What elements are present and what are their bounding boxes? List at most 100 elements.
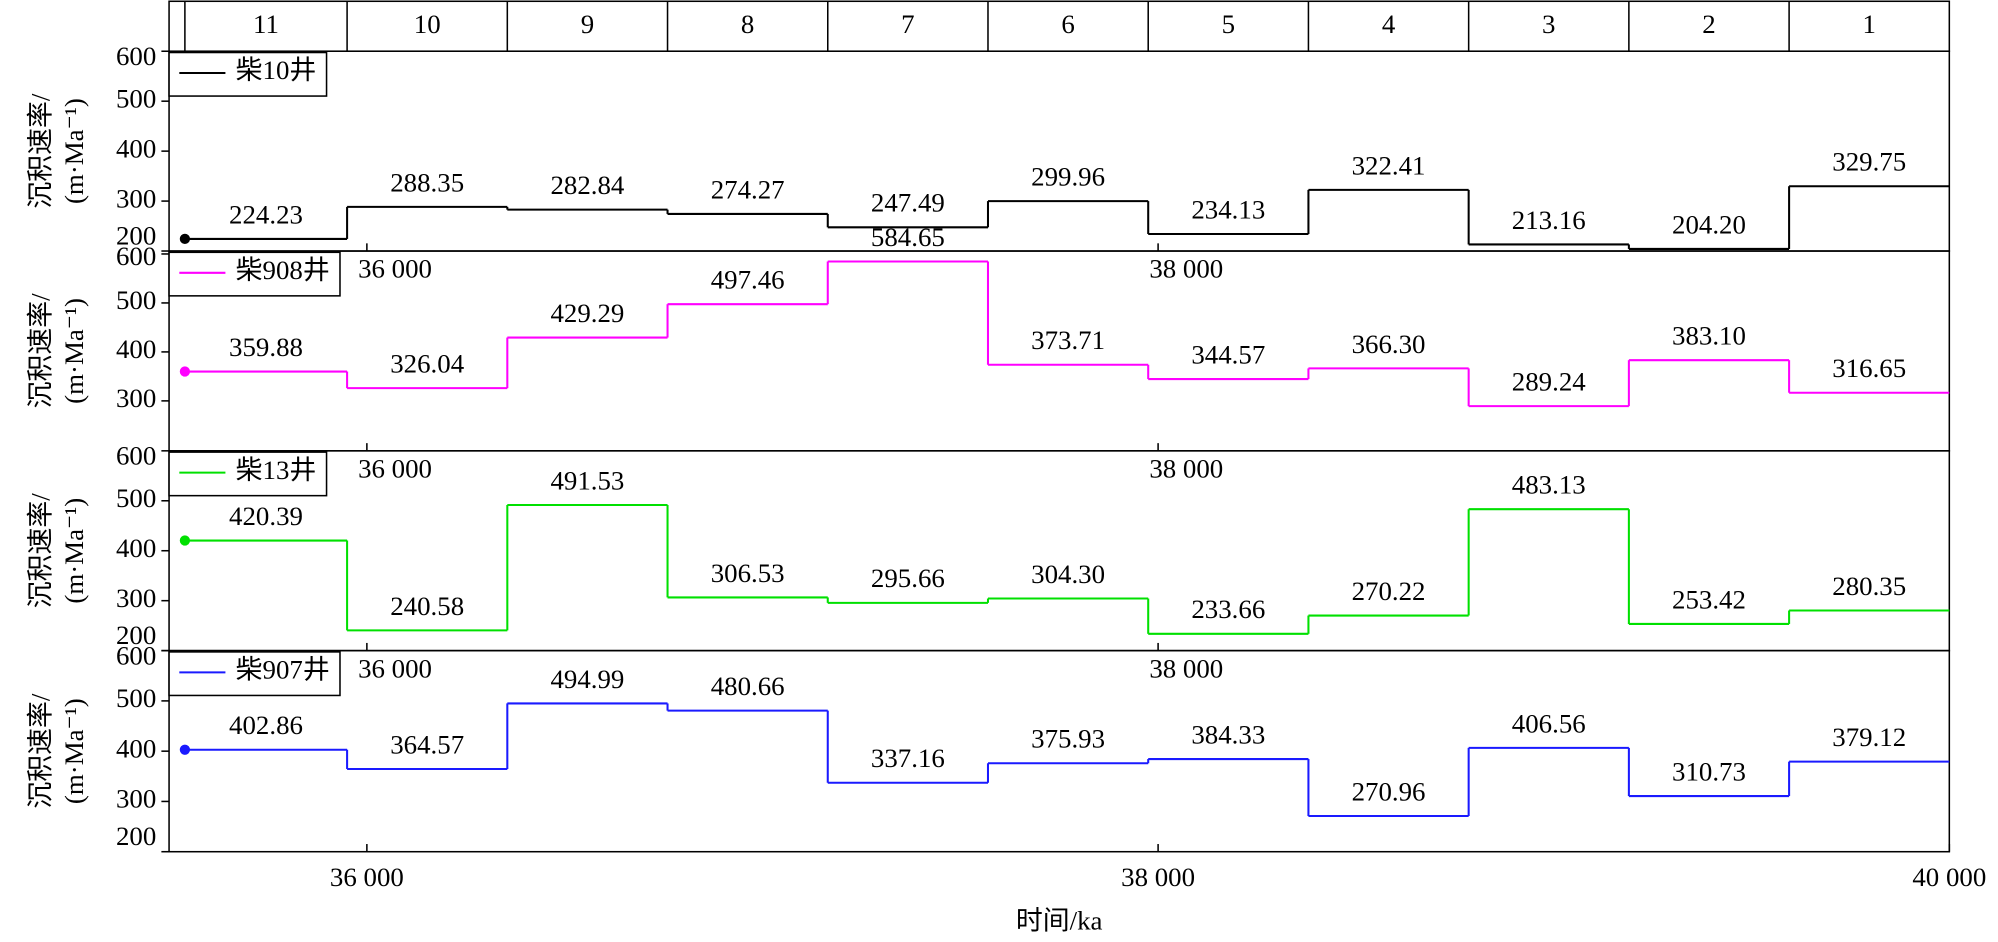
y-tick-label: 400 (116, 733, 156, 763)
value-label: 304.30 (1031, 559, 1105, 589)
zone-label: 7 (901, 9, 914, 39)
legend-label: 柴10井 (236, 55, 317, 85)
value-label: 240.58 (390, 591, 464, 621)
value-label: 204.20 (1672, 209, 1746, 239)
y-axis-title: (m·Ma⁻¹) (59, 498, 89, 604)
y-axis-title: (m·Ma⁻¹) (59, 698, 89, 804)
value-label: 295.66 (871, 563, 945, 593)
x-tick-label: 38 000 (1149, 653, 1223, 683)
legend: 柴907井 (168, 651, 341, 697)
x-tick-label: 36 000 (358, 254, 432, 284)
start-dot (179, 744, 191, 755)
x-tick-label: 40 000 (1912, 862, 1986, 892)
y-tick-label: 300 (116, 183, 156, 213)
zone-label: 2 (1702, 9, 1715, 39)
value-label: 402.86 (229, 710, 303, 740)
start-dot (179, 233, 191, 245)
value-label: 359.88 (229, 332, 303, 362)
value-label: 306.53 (711, 558, 785, 588)
y-axis-title: 沉积速率/ (26, 693, 56, 809)
value-label: 234.13 (1191, 194, 1265, 224)
zone-label: 10 (414, 9, 441, 39)
y-axis-title: (m·Ma⁻¹) (59, 98, 89, 204)
value-label: 429.29 (550, 298, 624, 328)
y-axis-title: (m·Ma⁻¹) (59, 298, 89, 404)
y-axis-title: 沉积速率/ (26, 293, 56, 409)
value-label: 337.16 (871, 743, 945, 773)
value-label: 299.96 (1031, 161, 1105, 191)
value-label: 366.30 (1352, 329, 1426, 359)
y-tick-label: 500 (116, 683, 156, 713)
value-label: 310.73 (1672, 756, 1746, 786)
y-axis-title: 沉积速率/ (26, 493, 56, 609)
value-label: 274.27 (711, 174, 785, 204)
legend-label: 柴13井 (236, 455, 317, 485)
zone-label: 5 (1222, 9, 1235, 39)
value-label: 491.53 (550, 465, 624, 495)
x-tick-label: 36 000 (358, 453, 432, 483)
x-tick-label: 38 000 (1149, 453, 1223, 483)
value-label: 289.24 (1512, 367, 1586, 397)
value-label: 280.35 (1832, 571, 1906, 601)
x-axis-title: 时间/ka (1016, 906, 1103, 936)
x-tick-label: 38 000 (1149, 254, 1223, 284)
value-label: 379.12 (1832, 722, 1906, 752)
x-tick-label: 36 000 (330, 862, 404, 892)
zone-label: 4 (1382, 9, 1396, 39)
legend-box (168, 251, 341, 297)
value-label: 247.49 (871, 188, 945, 218)
y-tick-label: 600 (116, 241, 156, 271)
value-label: 373.71 (1031, 325, 1105, 355)
value-label: 480.66 (711, 671, 785, 701)
y-tick-label: 500 (116, 83, 156, 113)
y-tick-label: 600 (116, 41, 156, 71)
zone-label: 6 (1061, 9, 1074, 39)
value-label: 213.16 (1512, 205, 1586, 235)
value-label: 497.46 (711, 265, 785, 295)
zone-label: 9 (581, 9, 594, 39)
y-tick-label: 400 (116, 334, 156, 364)
zone-label: 11 (253, 9, 279, 39)
value-label: 483.13 (1512, 470, 1586, 500)
y-tick-label: 200 (116, 620, 156, 650)
value-label: 270.96 (1352, 776, 1426, 806)
start-dot (179, 366, 191, 377)
y-axis-title: 沉积速率/ (26, 93, 56, 209)
y-tick-label: 200 (116, 220, 156, 250)
y-tick-label: 400 (116, 133, 156, 163)
value-label: 233.66 (1191, 594, 1265, 624)
value-label: 344.57 (1191, 339, 1265, 369)
value-label: 282.84 (550, 170, 624, 200)
y-tick-label: 300 (116, 784, 156, 814)
value-label: 329.75 (1832, 147, 1906, 177)
y-tick-label: 200 (116, 821, 156, 851)
legend-box (168, 651, 341, 697)
value-label: 420.39 (229, 501, 303, 531)
legend-label: 柴907井 (236, 655, 330, 685)
zone-label: 1 (1862, 9, 1875, 39)
y-tick-label: 600 (116, 640, 156, 670)
y-tick-label: 600 (116, 441, 156, 471)
y-tick-label: 500 (116, 285, 156, 315)
value-label: 383.10 (1672, 321, 1746, 351)
legend: 柴908井 (168, 251, 341, 297)
zone-label: 3 (1542, 9, 1555, 39)
value-label: 253.42 (1672, 584, 1746, 614)
y-tick-label: 300 (116, 383, 156, 413)
zone-label: 8 (741, 9, 754, 39)
value-label: 375.93 (1031, 724, 1105, 754)
value-label: 270.22 (1352, 576, 1426, 606)
value-label: 406.56 (1512, 708, 1586, 738)
x-tick-label: 36 000 (358, 653, 432, 683)
value-label: 326.04 (390, 349, 464, 379)
value-label: 494.99 (550, 664, 624, 694)
y-tick-label: 400 (116, 533, 156, 563)
start-dot (179, 535, 191, 546)
y-tick-label: 500 (116, 483, 156, 513)
value-label: 364.57 (390, 729, 464, 759)
value-label: 288.35 (390, 167, 464, 197)
value-label: 384.33 (1191, 719, 1265, 749)
legend: 柴10井 (168, 51, 328, 97)
